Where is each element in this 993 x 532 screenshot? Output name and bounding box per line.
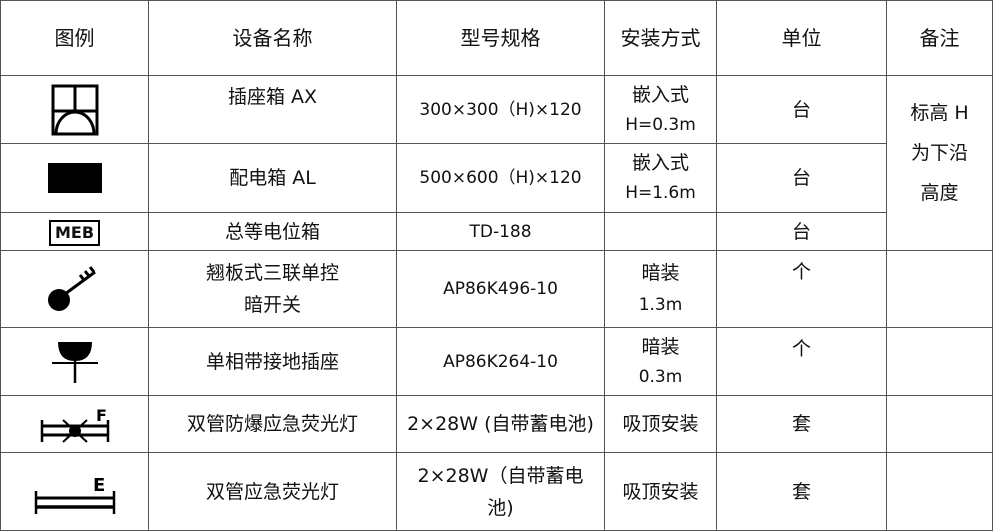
header-row: 图例 设备名称 型号规格 安装方式 单位 备注	[0, 0, 993, 76]
table-row: 单相带接地插座 AP86K264-10 暗装 0.3m 个	[0, 327, 993, 396]
header-model: 型号规格	[396, 0, 605, 76]
explosion-proof-emergency-lamp-icon: F	[40, 406, 109, 443]
install-method: 暗装	[641, 262, 680, 284]
meb-box-icon: MEB	[48, 219, 101, 246]
device-name: 配电箱 AL	[148, 143, 397, 213]
model: AP86K264-10	[396, 327, 605, 396]
device-name: 总等电位箱	[148, 212, 397, 251]
remark-empty	[886, 452, 993, 531]
unit: 套	[716, 452, 887, 531]
model: AP86K496-10	[396, 250, 605, 328]
device-name: 插座箱 AX	[148, 75, 397, 144]
unit: 台	[716, 75, 887, 144]
table-row: E 双管应急荧光灯 2×28W（自带蓄电 池) 吸顶安装 套	[0, 452, 993, 531]
model: 300×300（H)×120	[396, 75, 605, 144]
unit: 个	[716, 250, 887, 328]
remark-empty	[886, 395, 993, 453]
device-name: 翘板式三联单控	[205, 262, 339, 284]
distribution-box-icon	[47, 163, 102, 193]
install-height: H=0.3m	[625, 114, 696, 135]
device-name: 双管防爆应急荧光灯	[148, 395, 397, 453]
install-method: 暗装	[641, 335, 680, 358]
header-unit: 单位	[716, 0, 887, 76]
triple-switch-icon	[47, 266, 96, 311]
socket-box-icon	[51, 84, 98, 135]
install-method: 吸顶安装	[604, 452, 717, 531]
unit: 个	[716, 327, 887, 396]
device-name: 单相带接地插座	[148, 327, 397, 396]
device-name: 双管应急荧光灯	[148, 452, 397, 531]
unit: 台	[716, 212, 887, 251]
header-remark: 备注	[886, 0, 993, 76]
model: TD-188	[396, 212, 605, 251]
emergency-fluorescent-lamp-icon: E	[34, 475, 115, 514]
model: 2×28W（自带蓄电	[417, 464, 584, 487]
header-device-name: 设备名称	[148, 0, 397, 76]
remark-empty	[886, 327, 993, 396]
header-legend: 图例	[0, 0, 149, 76]
install-method	[604, 212, 717, 251]
header-install: 安装方式	[604, 0, 717, 76]
svg-text:F: F	[96, 406, 107, 425]
svg-text:E: E	[93, 475, 105, 496]
remark-empty	[886, 250, 993, 328]
table-row: 翘板式三联单控 暗开关 AP86K496-10 暗装 1.3m 个	[0, 250, 993, 328]
remark: 标高 H 为下沿 高度	[886, 75, 993, 251]
unit: 套	[716, 395, 887, 453]
grounded-socket-icon	[51, 341, 98, 383]
install-height: 1.3m	[638, 295, 683, 315]
model: 500×600（H)×120	[396, 143, 605, 213]
install-method: 嵌入式	[631, 152, 689, 174]
install-height: 0.3m	[638, 366, 683, 387]
model: 2×28W (自带蓄电池)	[396, 395, 605, 453]
table-row: 插座箱 AX 300×300（H)×120 嵌入式 H=0.3m 台 标高 H 为下…	[0, 75, 993, 251]
install-height: H=1.6m	[625, 183, 696, 203]
install-method: 吸顶安装	[604, 395, 717, 453]
table-row: F 双管防爆应急荧光灯 2×28W (自带蓄电池) 吸顶安装 套	[0, 395, 993, 453]
unit: 台	[716, 143, 887, 213]
table-row: MEB 总等电位箱 TD-188 台	[0, 212, 993, 251]
install-method: 嵌入式	[631, 83, 689, 106]
table-row: 配电箱 AL 500×600（H)×120 嵌入式 H=1.6m 台	[0, 143, 993, 213]
